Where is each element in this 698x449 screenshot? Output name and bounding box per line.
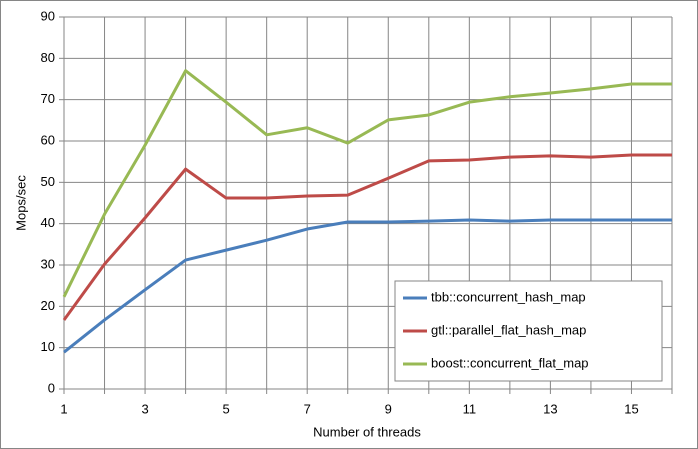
x-axis-label: Number of threads: [313, 424, 421, 439]
x-tick-label: 9: [385, 401, 392, 416]
x-tick-label: 3: [141, 401, 148, 416]
x-tick-label: 11: [463, 401, 477, 416]
y-tick-label: 80: [41, 50, 55, 65]
legend-box: [394, 280, 663, 382]
y-tick-label: 20: [41, 298, 55, 313]
y-tick-label: 70: [41, 91, 55, 106]
legend: tbb::concurrent_hash_mapgtl::parallel_fl…: [394, 280, 663, 382]
series-line: [63, 218, 672, 354]
x-tick-label: 1: [60, 401, 67, 416]
legend-label: gtl::parallel_flat_hash_map: [431, 322, 586, 337]
y-tick-label: 40: [41, 215, 55, 230]
x-tick-label: 15: [624, 401, 638, 416]
legend-label: tbb::concurrent_hash_map: [431, 289, 586, 304]
x-tick-label: 5: [223, 401, 230, 416]
y-tick-label: 30: [41, 256, 55, 271]
y-tick-label: 10: [41, 339, 55, 354]
x-tick-label: 7: [304, 401, 311, 416]
y-axis-label: Mops/sec: [13, 175, 28, 231]
y-tick-label: 60: [41, 132, 55, 147]
series-line: [62, 69, 672, 298]
legend-label: boost::concurrent_flat_map: [431, 355, 589, 370]
series-line: [62, 153, 672, 321]
y-tick-label: 50: [41, 174, 55, 189]
x-tick-label: 13: [543, 401, 557, 416]
y-tick-label: 0: [48, 380, 55, 395]
y-tick-label: 90: [41, 8, 55, 23]
